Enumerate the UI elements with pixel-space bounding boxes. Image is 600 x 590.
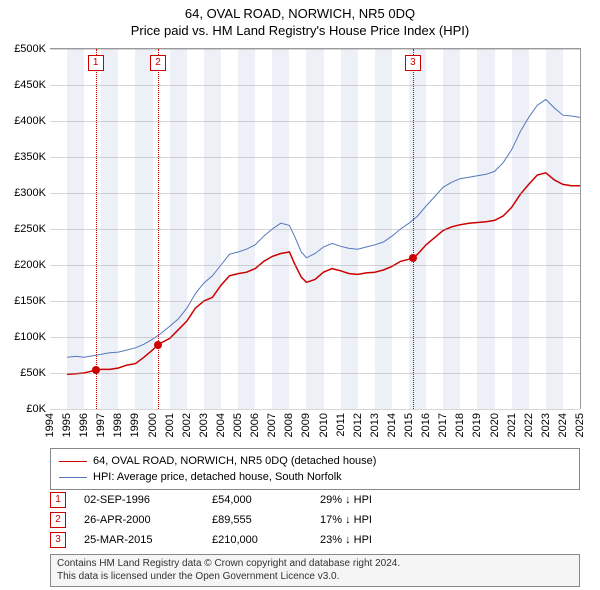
- x-axis-label: 2018: [454, 413, 466, 437]
- title-address: 64, OVAL ROAD, NORWICH, NR5 0DQ: [0, 6, 600, 21]
- chart-area: 123 £0K£50K£100K£150K£200K£250K£300K£350…: [50, 48, 581, 409]
- gridline-h: [50, 301, 580, 302]
- x-axis-label: 2016: [420, 413, 432, 437]
- x-axis-label: 1996: [78, 413, 90, 437]
- x-axis-label: 2013: [369, 413, 381, 437]
- x-axis-label: 2020: [489, 413, 501, 437]
- sale-row: 2 26-APR-2000 £89,555 17% ↓ HPI: [50, 510, 580, 530]
- x-axis-label: 2001: [164, 413, 176, 437]
- legend-row-hpi: HPI: Average price, detached house, Sout…: [59, 469, 571, 485]
- legend-box: 64, OVAL ROAD, NORWICH, NR5 0DQ (detache…: [50, 448, 580, 490]
- sale-diff: 17% ↓ HPI: [320, 514, 420, 526]
- y-axis-label: £50K: [0, 367, 46, 379]
- x-axis-label: 2022: [523, 413, 535, 437]
- title-block: 64, OVAL ROAD, NORWICH, NR5 0DQ Price pa…: [0, 0, 600, 38]
- x-axis-label: 2021: [506, 413, 518, 437]
- sale-num-box: 3: [50, 532, 66, 548]
- y-axis-label: £300K: [0, 187, 46, 199]
- x-axis-label: 2014: [386, 413, 398, 437]
- x-axis-label: 1997: [95, 413, 107, 437]
- legend-label-property: 64, OVAL ROAD, NORWICH, NR5 0DQ (detache…: [93, 455, 376, 467]
- x-axis-label: 2004: [215, 413, 227, 437]
- gridline-h: [50, 337, 580, 338]
- y-axis-label: £500K: [0, 43, 46, 55]
- y-axis-label: £400K: [0, 115, 46, 127]
- sale-date: 25-MAR-2015: [84, 534, 194, 546]
- y-axis-label: £0K: [0, 403, 46, 415]
- gridline-h: [50, 193, 580, 194]
- legend-swatch-property: [59, 461, 87, 462]
- x-axis-label: 2006: [249, 413, 261, 437]
- sale-marker-dot: [92, 366, 100, 374]
- x-axis-label: 2011: [335, 413, 347, 437]
- gridline-h: [50, 49, 580, 50]
- attribution-line1: Contains HM Land Registry data © Crown c…: [57, 558, 573, 571]
- attribution-box: Contains HM Land Registry data © Crown c…: [50, 554, 580, 587]
- sale-price: £54,000: [212, 494, 302, 506]
- x-axis-label: 2017: [437, 413, 449, 437]
- x-axis-label: 2007: [266, 413, 278, 437]
- y-axis-label: £250K: [0, 223, 46, 235]
- plot-box: 1 2 3: [50, 49, 580, 409]
- gridline-h: [50, 409, 580, 410]
- y-axis-label: £150K: [0, 295, 46, 307]
- x-axis-label: 2024: [557, 413, 569, 437]
- y-axis-label: £100K: [0, 331, 46, 343]
- sale-marker-dot: [154, 341, 162, 349]
- x-axis-label: 1998: [112, 413, 124, 437]
- legend-row-property: 64, OVAL ROAD, NORWICH, NR5 0DQ (detache…: [59, 453, 571, 469]
- legend-label-hpi: HPI: Average price, detached house, Sout…: [93, 471, 342, 483]
- x-axis-label: 2023: [540, 413, 552, 437]
- sale-rows: 1 02-SEP-1996 £54,000 29% ↓ HPI 2 26-APR-2000…: [50, 490, 580, 550]
- gridline-h: [50, 157, 580, 158]
- sale-date: 26-APR-2000: [84, 514, 194, 526]
- legend-swatch-hpi: [59, 477, 87, 478]
- x-axis-label: 2002: [181, 413, 193, 437]
- gridline-h: [50, 265, 580, 266]
- sale-num-box: 1: [50, 492, 66, 508]
- sale-marker-line: [413, 49, 414, 409]
- gridline-h: [50, 229, 580, 230]
- sale-marker-dot: [409, 254, 417, 262]
- x-axis-label: 2010: [318, 413, 330, 437]
- sale-marker-number: 2: [150, 55, 166, 71]
- sale-marker-line: [158, 49, 159, 409]
- sale-price: £89,555: [212, 514, 302, 526]
- x-axis-label: 1999: [129, 413, 141, 437]
- x-axis-label: 2003: [198, 413, 210, 437]
- gridline-h: [50, 373, 580, 374]
- x-axis-label: 2025: [574, 413, 586, 437]
- sale-price: £210,000: [212, 534, 302, 546]
- attribution-line2: This data is licensed under the Open Gov…: [57, 571, 573, 584]
- y-axis-label: £200K: [0, 259, 46, 271]
- x-axis-label: 1994: [44, 413, 56, 437]
- sale-num-box: 2: [50, 512, 66, 528]
- title-subtitle: Price paid vs. HM Land Registry's House …: [0, 23, 600, 38]
- x-axis-label: 2012: [352, 413, 364, 437]
- gridline-h: [50, 121, 580, 122]
- x-axis-label: 2008: [283, 413, 295, 437]
- y-axis-label: £350K: [0, 151, 46, 163]
- gridline-h: [50, 85, 580, 86]
- x-axis-label: 2005: [232, 413, 244, 437]
- y-axis-label: £450K: [0, 79, 46, 91]
- sale-marker-number: 3: [405, 55, 421, 71]
- x-axis-label: 2015: [403, 413, 415, 437]
- sale-diff: 23% ↓ HPI: [320, 534, 420, 546]
- chart-container: 64, OVAL ROAD, NORWICH, NR5 0DQ Price pa…: [0, 0, 600, 590]
- sale-diff: 29% ↓ HPI: [320, 494, 420, 506]
- x-axis-label: 1995: [61, 413, 73, 437]
- x-axis-label: 2019: [471, 413, 483, 437]
- x-axis-label: 2000: [147, 413, 159, 437]
- sale-marker-line: [96, 49, 97, 409]
- sale-marker-number: 1: [88, 55, 104, 71]
- sale-date: 02-SEP-1996: [84, 494, 194, 506]
- sale-row: 1 02-SEP-1996 £54,000 29% ↓ HPI: [50, 490, 580, 510]
- sale-row: 3 25-MAR-2015 £210,000 23% ↓ HPI: [50, 530, 580, 550]
- x-axis-label: 2009: [300, 413, 312, 437]
